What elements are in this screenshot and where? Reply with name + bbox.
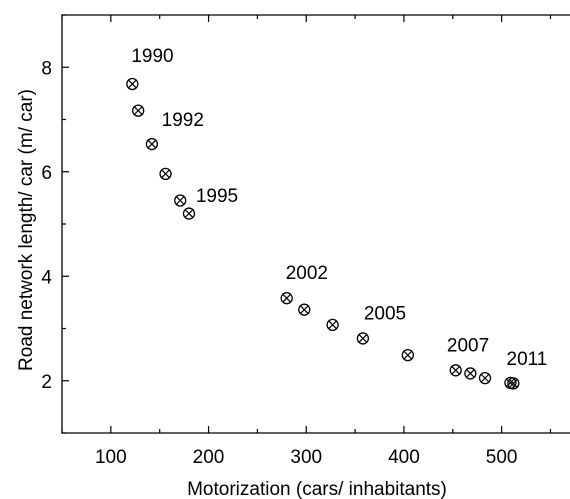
data-point [298,303,311,316]
data-point [478,371,492,385]
x-tick-label: 200 [193,447,225,468]
data-point [159,167,172,180]
data-point [280,292,293,305]
x-tick-label: 500 [486,447,518,468]
y-tick-label: 6 [41,163,52,184]
data-point [326,318,339,331]
x-axis-title: Motorization (cars/ inhabitants) [187,479,447,499]
data-point [182,207,196,220]
axes [61,14,570,434]
data-point [449,364,462,377]
y-tick-label: 4 [41,267,52,288]
year-annotations: 1990 1992 1995 2002 2005 2007 2011 [131,46,547,370]
year-label: 1990 [131,46,173,67]
data-point [356,332,370,345]
x-tick-label: 400 [388,447,420,468]
x-axis-ticks: 100 200 300 400 500 [61,15,552,468]
y-tick-label: 2 [41,372,52,393]
y-axis-title: Road network length/ car (m/ car) [16,89,37,371]
x-tick-label: 100 [95,447,127,468]
year-label: 1995 [196,186,238,207]
y-tick-label: 8 [41,58,52,79]
year-label: 2005 [364,304,406,325]
data-point [507,377,520,390]
year-label: 2011 [507,349,548,370]
year-label: 2002 [286,263,328,284]
axes-frame [61,14,570,434]
data-point [464,367,477,380]
data-point [401,348,414,362]
data-point [126,77,139,91]
data-points [126,77,520,390]
data-point [132,104,145,117]
data-point [174,194,187,207]
year-label: 2007 [447,335,489,356]
year-label: 1992 [162,110,204,131]
x-tick-label: 300 [290,447,322,468]
y-axis-ticks: 2 4 6 8 [41,14,69,434]
data-point [145,137,159,151]
